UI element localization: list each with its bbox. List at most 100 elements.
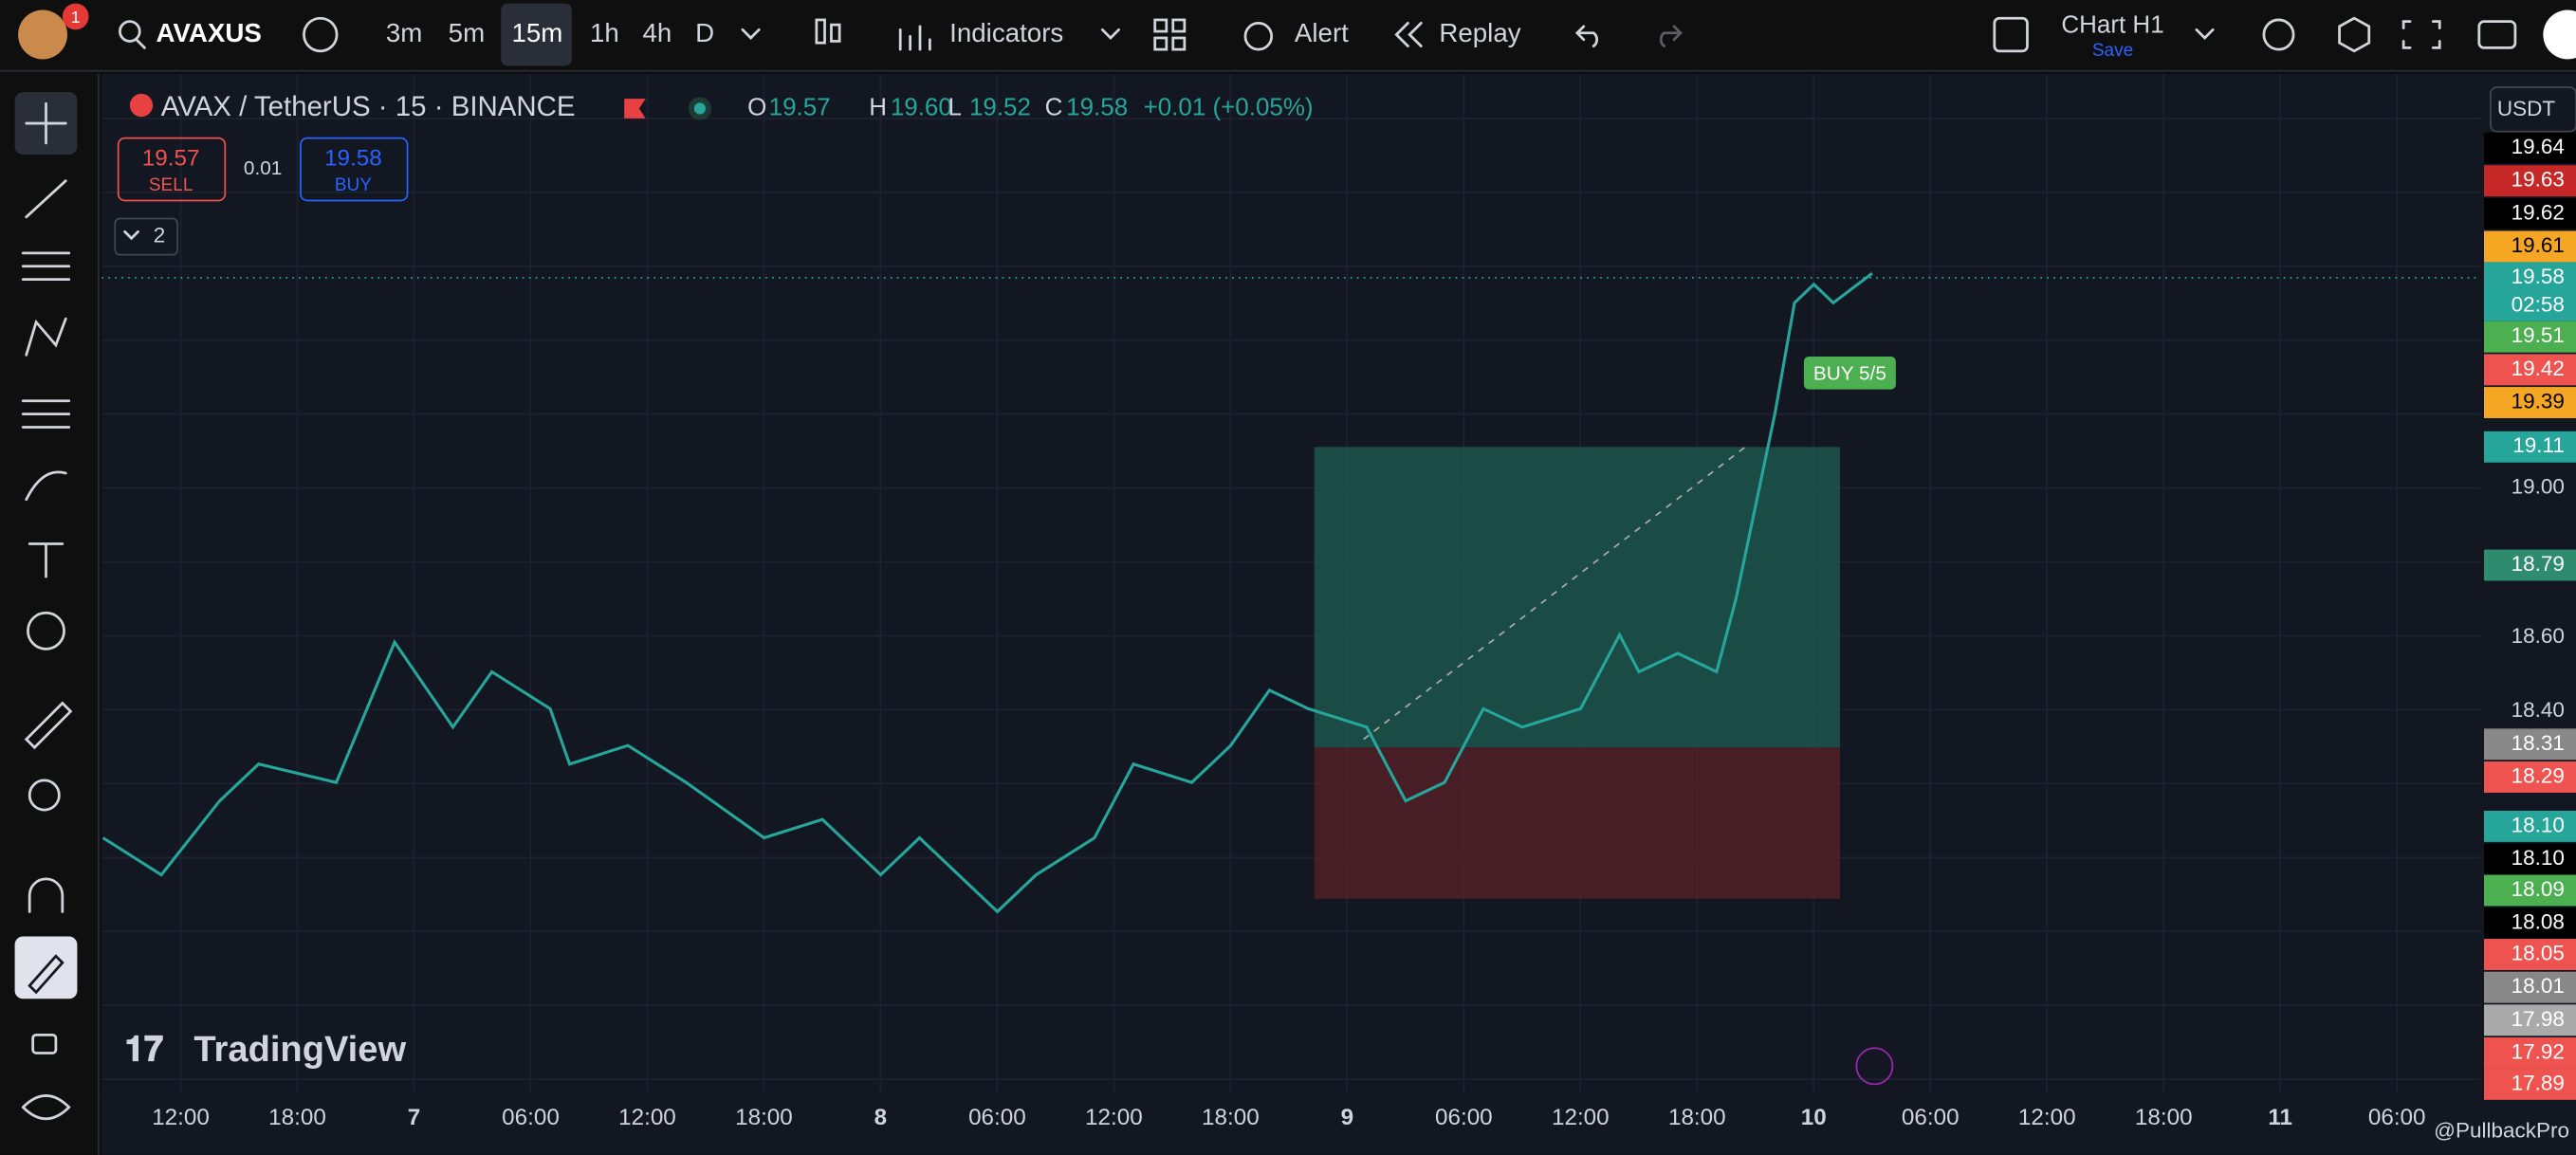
price-label: 19.00 (2512, 475, 2565, 499)
chart-type-icon (830, 23, 841, 43)
zoom-tool[interactable] (28, 779, 61, 812)
fullscreen[interactable] (2401, 20, 2441, 49)
price-label-bg (2484, 843, 2576, 875)
notification-count: 1 (71, 8, 81, 27)
time-label: 9 (1341, 1105, 1354, 1130)
time-label: 18:00 (735, 1105, 793, 1130)
indicators-count: 2 (154, 224, 166, 248)
price-label-bg (2484, 939, 2576, 970)
active-interval-bg (501, 3, 572, 66)
time-axis-pane (101, 1092, 2481, 1155)
layout-checkbox[interactable] (1993, 16, 2029, 53)
replay-button[interactable]: Replay (1439, 18, 1520, 47)
loss-zone (1314, 747, 1840, 899)
trend-line-tool[interactable] (25, 179, 67, 219)
interval-button[interactable]: 3m (386, 18, 422, 47)
price-label: 18.01 (2512, 974, 2565, 998)
price-label-bg (2484, 621, 2576, 653)
interval-dropdown[interactable] (741, 28, 761, 40)
time-label: 12:00 (1552, 1105, 1610, 1130)
interval-button[interactable]: 4h (642, 18, 672, 47)
profit-zone (1314, 447, 1840, 748)
brush-tool[interactable] (25, 470, 67, 502)
interval-button[interactable]: 5m (449, 18, 485, 47)
time-label: 18:00 (268, 1105, 326, 1130)
magnet-tool[interactable] (28, 877, 64, 913)
projection-tool[interactable] (21, 399, 71, 429)
credit: @PullbackPro (2434, 1119, 2569, 1143)
trend-line (1363, 443, 1751, 741)
icon-tool[interactable] (27, 611, 65, 651)
chart-type-icon[interactable] (815, 18, 826, 45)
indicators-dropdown[interactable] (1100, 28, 1120, 40)
legend-title[interactable]: AVAX / TetherUS · 15 · BINANCE (161, 91, 576, 122)
price-label-bg (2484, 354, 2576, 386)
draw-mode-icon (28, 954, 64, 995)
flash-icon[interactable] (1855, 1047, 1894, 1086)
currency-button[interactable] (2490, 86, 2576, 133)
fib-tool[interactable] (21, 251, 71, 282)
price-label-bg (2484, 549, 2576, 581)
screenshot[interactable] (2477, 20, 2517, 49)
price-label-bg (2484, 289, 2576, 321)
save-button[interactable]: Save (2092, 41, 2133, 61)
redo[interactable] (1659, 25, 1683, 48)
price-label-bg (2484, 321, 2576, 353)
indicators-button[interactable]: Indicators (949, 18, 1063, 47)
price-label-bg (2484, 761, 2576, 793)
lock-tool[interactable] (31, 1034, 58, 1054)
buy-price: 19.58 (324, 146, 382, 172)
price-label: 19.64 (2512, 135, 2565, 158)
price-label-bg (2484, 810, 2576, 842)
search-icon[interactable] (119, 20, 141, 43)
price-label-bg (2484, 1068, 2576, 1100)
symbol[interactable]: AVAXUS (156, 18, 262, 47)
publish-button[interactable] (2543, 9, 2576, 60)
chart-pane (101, 74, 2481, 1093)
flag[interactable] (624, 99, 646, 119)
sell-button[interactable] (117, 137, 227, 202)
grid (101, 74, 2481, 1093)
settings[interactable] (2338, 16, 2371, 53)
time-label: 11 (2268, 1105, 2292, 1130)
ohlc-value: 19.57 (769, 92, 831, 120)
ohlc-value: 19.52 (969, 92, 1031, 120)
spread: 0.01 (244, 157, 282, 179)
watermark-logo: 𝟏𝟕 (125, 1029, 163, 1068)
symbol-logo (129, 93, 154, 118)
price-label: 18.05 (2512, 941, 2565, 964)
layout-icon (1171, 36, 1187, 51)
indicators-toggle[interactable] (114, 217, 178, 256)
price-label: 18.79 (2512, 552, 2565, 576)
ohlc-key: H (869, 92, 887, 120)
alert-button[interactable]: Alert (1295, 18, 1349, 47)
price-label: 18.10 (2512, 813, 2565, 836)
price-label-bg (2484, 908, 2576, 940)
crosshair-tool[interactable] (25, 101, 67, 145)
layout-dropdown[interactable] (2195, 28, 2215, 40)
ruler-tool[interactable] (24, 701, 73, 750)
text-tool[interactable] (28, 542, 64, 578)
interval-button[interactable]: D (695, 18, 714, 47)
interval-button[interactable]: 15m (511, 18, 562, 47)
visibility-tool[interactable] (21, 1094, 71, 1121)
price-label-bg (2484, 431, 2576, 463)
pattern-tool[interactable] (25, 317, 67, 357)
avatar[interactable] (18, 9, 68, 60)
add-symbol[interactable] (303, 16, 339, 53)
layout-icon[interactable] (1153, 18, 1168, 33)
layout-name[interactable]: CHart H1 (2061, 10, 2163, 39)
search-icon (135, 38, 146, 49)
price-label-bg (2484, 728, 2576, 761)
indicators-toggle-icon (123, 229, 139, 241)
quick-search[interactable] (2262, 18, 2295, 51)
buy-button[interactable] (300, 137, 409, 202)
undo[interactable] (1574, 25, 1598, 48)
price-label-bg (2484, 874, 2576, 907)
notification-badge (62, 3, 89, 30)
time-label: 18:00 (2135, 1105, 2193, 1130)
price-label-bg (2484, 695, 2576, 727)
time-label: 06:00 (2368, 1105, 2426, 1130)
interval-button[interactable]: 1h (590, 18, 619, 47)
price-label-bg (2484, 472, 2576, 504)
